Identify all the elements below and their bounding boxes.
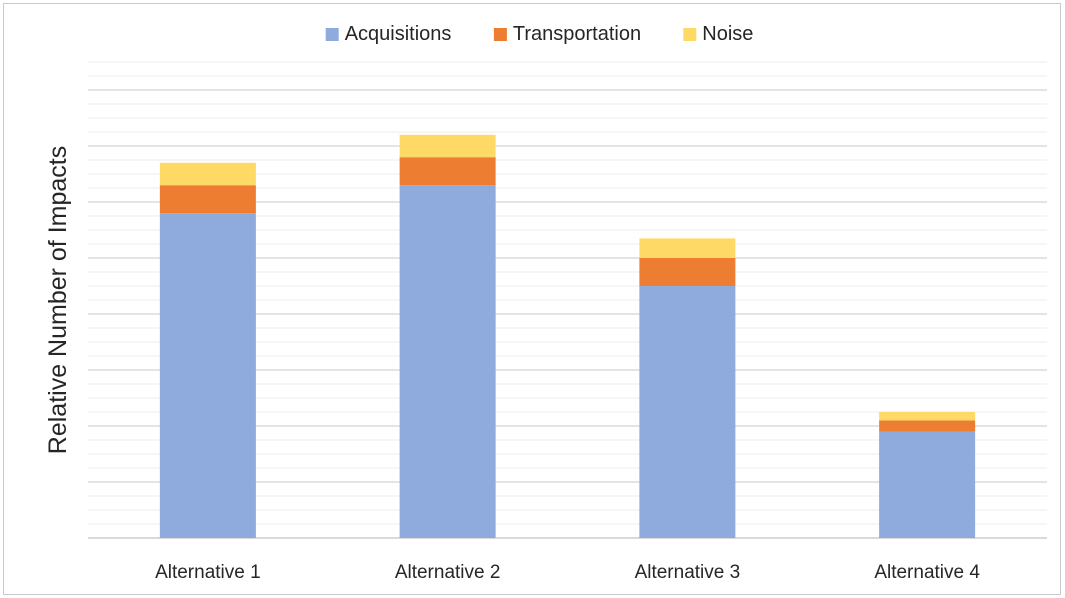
legend-label-noise: Noise [702, 23, 753, 45]
legend-label-acquisitions: Acquisitions [345, 23, 452, 45]
x-tick-label: Alternative 4 [874, 562, 980, 583]
y-axis-title: Relative Number of Impacts [44, 146, 72, 454]
legend-label-transportation: Transportation [513, 23, 641, 45]
x-tick-label: Alternative 1 [155, 562, 261, 583]
bar-segment-transportation [879, 420, 976, 432]
x-tick-label: Alternative 3 [635, 562, 741, 583]
x-axis-tick-labels: Alternative 1 Alternative 2 Alternative 3 A… [155, 562, 980, 583]
bar-segment-noise [159, 162, 256, 186]
bars [159, 134, 976, 538]
bar-segment-acquisitions [879, 431, 976, 538]
bar-segment-noise [879, 412, 976, 421]
bar-segment-acquisitions [639, 286, 736, 538]
bar-segment-transportation [159, 185, 256, 214]
bar-segment-transportation [399, 157, 496, 186]
bar-segment-acquisitions [159, 213, 256, 538]
bar-segment-acquisitions [399, 185, 496, 538]
legend: Acquisitions Transportation Noise [325, 23, 753, 45]
bar-segment-transportation [639, 258, 736, 286]
bar-segment-noise [639, 238, 736, 258]
legend-swatch-transportation [493, 28, 507, 41]
x-tick-label: Alternative 2 [395, 562, 501, 583]
legend-swatch-noise [683, 28, 697, 41]
bar-segment-noise [399, 134, 496, 158]
legend-swatch-acquisitions [325, 28, 339, 41]
